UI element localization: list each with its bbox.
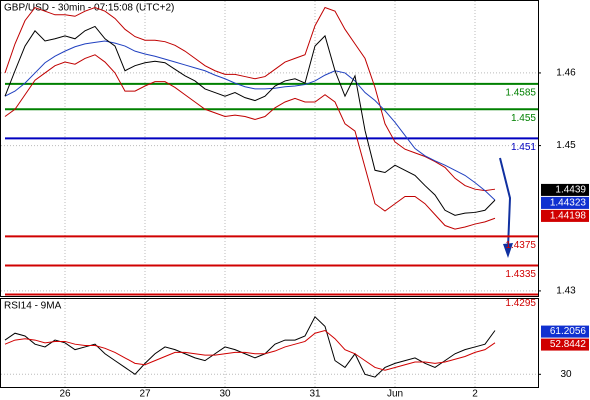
rsi-panel [0,298,539,388]
chart-title: GBP/USD - 30min - 07:15:08 (UTC+2) [4,3,174,14]
x-tick-label: 27 [139,389,151,400]
price-label: 1.44198 [550,211,587,222]
series-line [4,54,496,230]
level-label: 1.4295 [505,298,536,309]
price-box [541,338,589,351]
y-tick-label: 1.43 [556,286,576,297]
price-panel [0,0,539,297]
price-label: 1.44323 [550,198,587,209]
y-tick-label: 30 [560,369,572,380]
series-line [4,6,496,192]
price-label: 52.8442 [550,339,587,350]
level-label: 1.4375 [505,240,536,251]
forecast-arrowhead [503,243,513,258]
y-tick-label: 1.46 [556,68,576,79]
x-tick-label: 31 [309,389,321,400]
price-label: 61.2056 [550,326,587,337]
level-label: 1.455 [511,113,536,124]
y-tick-label: 1.45 [556,140,576,151]
level-label: 1.4585 [505,87,536,98]
forecast-arrow [499,157,512,249]
series-line [4,315,496,378]
price-box [541,183,589,196]
rsi-title: RSI14 - 9MA [4,301,62,312]
series-line [4,25,496,216]
level-label: 1.451 [511,142,536,153]
x-tick-label: 26 [59,389,71,400]
price-label: 1.4439 [555,185,586,196]
level-label: 1.4335 [505,269,536,280]
series-line [4,40,496,201]
price-box [541,209,589,222]
series-line [4,329,496,371]
x-tick-label: 30 [219,389,231,400]
x-tick-label: Jun [387,389,403,400]
x-tick-label: 2 [472,389,478,400]
price-box [541,196,589,209]
price-box [541,325,589,338]
